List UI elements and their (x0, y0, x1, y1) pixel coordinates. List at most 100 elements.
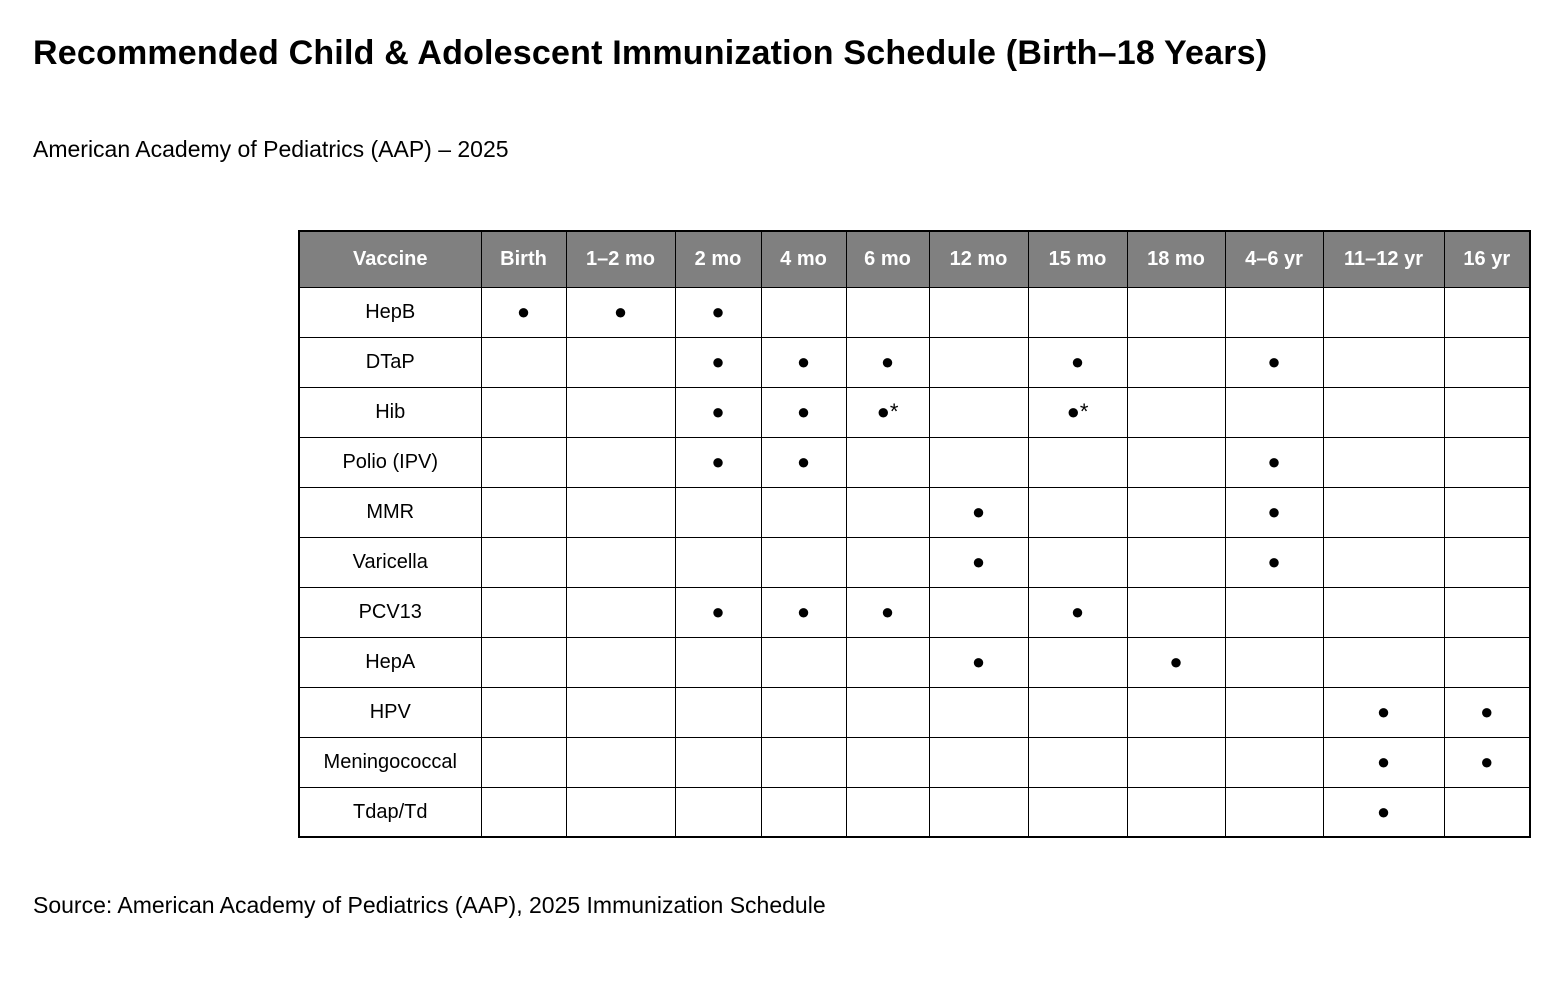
empty-cell (1027, 686, 1128, 738)
empty-cell (1322, 636, 1445, 688)
empty-cell (480, 636, 567, 688)
empty-cell (480, 536, 567, 588)
empty-cell (1443, 386, 1531, 438)
empty-cell (674, 686, 762, 738)
empty-cell (1126, 436, 1226, 488)
table-row: Hib ● ● ●* ●* (298, 386, 1531, 438)
empty-cell (845, 486, 930, 538)
empty-cell (565, 636, 676, 688)
dose-marker: ● (1322, 686, 1445, 738)
dose-marker: ● (1443, 736, 1531, 788)
dose-marker: ● (1224, 486, 1324, 538)
table-row: PCV13 ● ● ● ● (298, 586, 1531, 638)
page-header: Recommended Child & Adolescent Immunizat… (33, 33, 1531, 163)
vaccine-name: HPV (298, 686, 482, 738)
empty-cell (674, 486, 762, 538)
dose-marker: ● (1322, 786, 1445, 838)
dose-marker: ● (1027, 336, 1128, 388)
empty-cell (1126, 736, 1226, 788)
empty-cell (845, 786, 930, 838)
vaccine-name: DTaP (298, 336, 482, 388)
column-header-age: Birth (480, 230, 567, 288)
column-header-age: 15 mo (1027, 230, 1128, 288)
source-note: Source: American Academy of Pediatrics (… (33, 892, 826, 919)
empty-cell (1126, 586, 1226, 638)
table-row: DTaP ● ● ● ● ● (298, 336, 1531, 388)
header-row: Vaccine Birth 1–2 mo 2 mo 4 mo 6 mo 12 mo 15 mo… (298, 230, 1531, 288)
empty-cell (760, 736, 847, 788)
empty-cell (928, 736, 1029, 788)
empty-cell (1126, 786, 1226, 838)
empty-cell (480, 686, 567, 738)
empty-cell (1126, 686, 1226, 738)
empty-cell (480, 486, 567, 538)
column-header-age: 18 mo (1126, 230, 1226, 288)
table-row: Tdap/Td ● (298, 786, 1531, 838)
column-header-age: 11–12 yr (1322, 230, 1445, 288)
empty-cell (760, 286, 847, 338)
empty-cell (845, 286, 930, 338)
empty-cell (1027, 286, 1128, 338)
dose-marker: ● (928, 536, 1029, 588)
table-row: HepA ● ● (298, 636, 1531, 688)
empty-cell (565, 786, 676, 838)
immunization-schedule-table: Vaccine Birth 1–2 mo 2 mo 4 mo 6 mo 12 mo 15 mo… (298, 230, 1531, 839)
empty-cell (674, 536, 762, 588)
table-row: MMR ● ● (298, 486, 1531, 538)
empty-cell (1126, 286, 1226, 338)
empty-cell (928, 786, 1029, 838)
dose-marker: ● (1322, 736, 1445, 788)
dose-marker: ● (674, 586, 762, 638)
empty-cell (565, 686, 676, 738)
dose-marker: ● (674, 336, 762, 388)
empty-cell (1027, 736, 1128, 788)
empty-cell (1443, 336, 1531, 388)
table-row: Meningococcal ● ● (298, 736, 1531, 788)
dose-marker: ● (565, 286, 676, 338)
empty-cell (1443, 436, 1531, 488)
empty-cell (674, 786, 762, 838)
empty-cell (565, 536, 676, 588)
column-header-age: 4–6 yr (1224, 230, 1324, 288)
page-title: Recommended Child & Adolescent Immunizat… (33, 34, 1268, 72)
vaccine-name: Polio (IPV) (298, 436, 482, 488)
vaccine-name: HepB (298, 286, 482, 338)
dose-marker: ● (1224, 436, 1324, 488)
empty-cell (1443, 286, 1531, 338)
column-header-age: 4 mo (760, 230, 847, 288)
empty-cell (760, 636, 847, 688)
empty-cell (1126, 536, 1226, 588)
dose-marker: ● (480, 286, 567, 338)
empty-cell (480, 336, 567, 388)
empty-cell (565, 486, 676, 538)
empty-cell (845, 686, 930, 738)
empty-cell (1322, 486, 1445, 538)
empty-cell (928, 336, 1029, 388)
empty-cell (928, 686, 1029, 738)
column-header-age: 1–2 mo (565, 230, 676, 288)
empty-cell (845, 436, 930, 488)
empty-cell (760, 536, 847, 588)
column-header-vaccine: Vaccine (298, 230, 482, 288)
vaccine-name: MMR (298, 486, 482, 538)
empty-cell (1224, 686, 1324, 738)
dose-marker: ●* (845, 386, 930, 438)
empty-cell (760, 686, 847, 738)
empty-cell (1322, 436, 1445, 488)
dose-marker: ●* (1027, 386, 1128, 438)
empty-cell (565, 336, 676, 388)
empty-cell (480, 436, 567, 488)
empty-cell (845, 636, 930, 688)
dose-marker: ● (1027, 586, 1128, 638)
empty-cell (480, 586, 567, 638)
dose-marker: ● (760, 386, 847, 438)
empty-cell (565, 436, 676, 488)
empty-cell (480, 386, 567, 438)
empty-cell (760, 786, 847, 838)
dose-marker: ● (674, 386, 762, 438)
table-row: Polio (IPV) ● ● ● (298, 436, 1531, 488)
dose-marker: ● (1224, 536, 1324, 588)
empty-cell (1027, 486, 1128, 538)
empty-cell (1027, 536, 1128, 588)
